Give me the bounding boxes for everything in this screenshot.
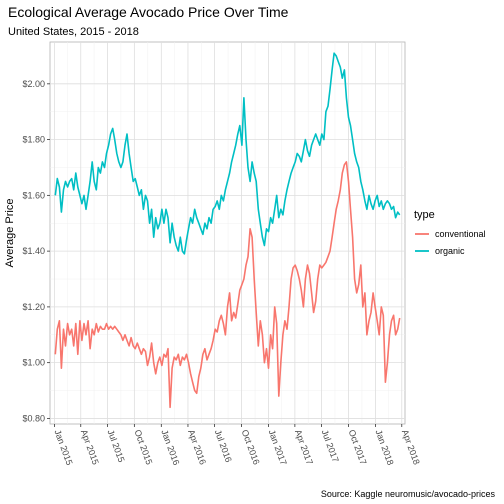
y-tick-label: $1.60 [22,190,45,200]
y-tick-label: $1.00 [22,358,45,368]
plot-area [50,42,405,424]
y-tick-label: $0.80 [22,413,45,423]
y-tick-label: $2.00 [22,79,45,89]
legend-label-conventional: conventional [435,229,486,239]
y-tick-label: $1.80 [22,135,45,145]
y-tick-label: $1.40 [22,246,45,256]
chart-title: Ecological Average Avocado Price Over Ti… [8,4,289,20]
legend-title: type [414,209,435,221]
y-tick-label: $1.20 [22,302,45,312]
legend-label-organic: organic [435,246,465,256]
y-axis-title: Average Price [4,199,16,268]
chart-caption: Source: Kaggle neuromusic/avocado-prices [321,489,496,499]
chart-subtitle: United States, 2015 - 2018 [8,26,139,38]
